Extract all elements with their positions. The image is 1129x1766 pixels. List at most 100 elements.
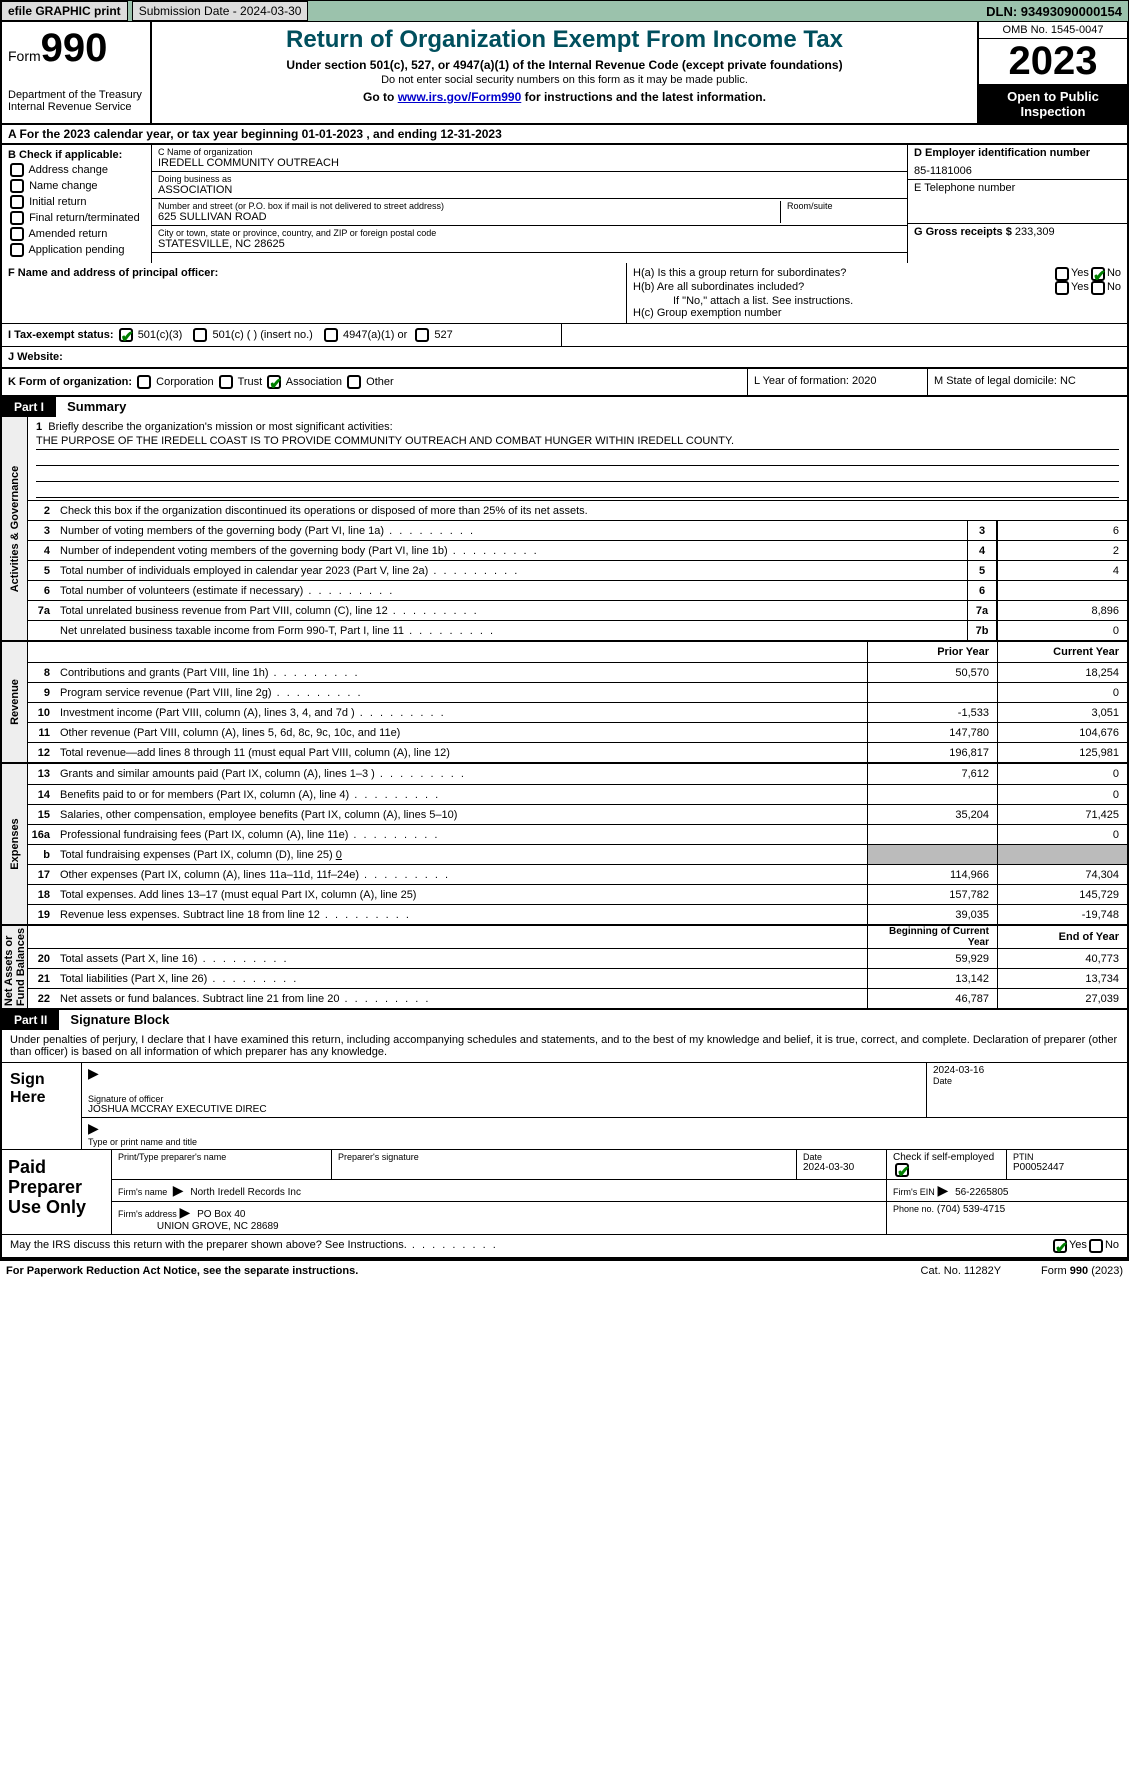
footer-left: For Paperwork Reduction Act Notice, see …: [6, 1265, 358, 1277]
chk-initial-return[interactable]: [10, 195, 24, 209]
chk-address-change[interactable]: [10, 163, 24, 177]
dept-treasury: Department of the Treasury: [8, 89, 144, 101]
year-formation: L Year of formation: 2020: [747, 369, 927, 395]
chk-ha-yes[interactable]: [1055, 267, 1069, 281]
chk-hb-yes[interactable]: [1055, 281, 1069, 295]
v16b: 0: [336, 849, 342, 861]
c16b-grey: [997, 845, 1127, 864]
mission-blank1: [36, 450, 1119, 466]
street-label: Number and street (or P.O. box if mail i…: [158, 201, 774, 211]
chk-name-change[interactable]: [10, 179, 24, 193]
box-f: F Name and address of principal officer:: [2, 263, 627, 323]
chk-corp[interactable]: [137, 375, 151, 389]
c19: -19,748: [997, 905, 1127, 924]
chk-527[interactable]: [415, 328, 429, 342]
p18: 157,782: [867, 885, 997, 904]
name-title-label: Type or print name and title: [88, 1137, 1121, 1147]
hdr-beg: Beginning of Current Year: [867, 926, 997, 948]
c8: 18,254: [997, 663, 1127, 682]
chk-4947[interactable]: [324, 328, 338, 342]
part1-header: Part I: [2, 397, 56, 417]
officer-name: JOSHUA MCCRAY EXECUTIVE DIREC: [88, 1104, 920, 1115]
vtab-governance: Activities & Governance: [2, 417, 28, 640]
val-7b: 0: [997, 621, 1127, 640]
vtab-expenses: Expenses: [2, 764, 28, 924]
part2-header: Part II: [2, 1010, 59, 1030]
efile-button[interactable]: efile GRAPHIC print: [1, 1, 128, 21]
ein-label: D Employer identification number: [914, 147, 1121, 159]
e21: 13,734: [997, 969, 1127, 988]
vtab-revenue: Revenue: [2, 642, 28, 762]
p17: 114,966: [867, 865, 997, 884]
e20: 40,773: [997, 949, 1127, 968]
section-fgh: F Name and address of principal officer:…: [0, 263, 1129, 324]
chk-discuss-no[interactable]: [1089, 1239, 1103, 1253]
chk-final-return[interactable]: [10, 211, 24, 225]
part1-title: Summary: [59, 396, 134, 417]
p10: -1,533: [867, 703, 997, 722]
vtab-net-assets: Net Assets orFund Balances: [2, 926, 28, 1008]
sig-officer-label: Signature of officer: [88, 1094, 920, 1104]
form-prefix: Form: [8, 48, 41, 64]
p19: 39,035: [867, 905, 997, 924]
form-subtitle: Under section 501(c), 527, or 4947(a)(1)…: [162, 58, 967, 72]
c12: 125,981: [997, 743, 1127, 762]
row-klm: K Form of organization: Corporation Trus…: [0, 368, 1129, 397]
dba-label: Doing business as: [158, 174, 901, 184]
footer-mid: Cat. No. 11282Y: [921, 1265, 1002, 1277]
mission-blank2: [36, 466, 1119, 482]
p14: [867, 785, 997, 804]
p9: [867, 683, 997, 702]
top-bar: efile GRAPHIC print Submission Date - 20…: [0, 0, 1129, 22]
chk-ha-no[interactable]: [1091, 267, 1105, 281]
e22: 27,039: [997, 989, 1127, 1008]
p8: 50,570: [867, 663, 997, 682]
chk-self-employed[interactable]: [895, 1163, 909, 1177]
box-de: D Employer identification number 85-1181…: [907, 145, 1127, 263]
summary-governance: Activities & Governance 1 Briefly descri…: [0, 417, 1129, 642]
c15: 71,425: [997, 805, 1127, 824]
signature-block: Under penalties of perjury, I declare th…: [0, 1030, 1129, 1259]
irs-link[interactable]: www.irs.gov/Form990: [398, 90, 522, 104]
c11: 104,676: [997, 723, 1127, 742]
p16b-grey: [867, 845, 997, 864]
b21: 13,142: [867, 969, 997, 988]
summary-revenue: Revenue Prior YearCurrent Year 8Contribu…: [0, 642, 1129, 764]
phone-label: E Telephone number: [914, 182, 1121, 194]
irs-label: Internal Revenue Service: [8, 101, 144, 113]
chk-trust[interactable]: [219, 375, 233, 389]
discuss-label: May the IRS discuss this return with the…: [10, 1239, 1051, 1253]
ha-label: H(a) Is this a group return for subordin…: [633, 267, 1053, 281]
street-value: 625 SULLIVAN ROAD: [158, 211, 774, 223]
row-j: J Website:: [0, 347, 1129, 368]
chk-assoc[interactable]: [267, 375, 281, 389]
gross-receipts-label: G Gross receipts $: [914, 226, 1012, 238]
org-name-label: C Name of organization: [158, 147, 901, 157]
sig-date: 2024-03-16: [933, 1065, 1121, 1076]
chk-hb-no[interactable]: [1091, 281, 1105, 295]
room-label: Room/suite: [787, 201, 901, 211]
val-6: [997, 581, 1127, 600]
val-4: 2: [997, 541, 1127, 560]
c14: 0: [997, 785, 1127, 804]
header-left: Form990 Department of the Treasury Inter…: [2, 22, 152, 123]
chk-amended[interactable]: [10, 227, 24, 241]
chk-other-org[interactable]: [347, 375, 361, 389]
chk-discuss-yes[interactable]: [1053, 1239, 1067, 1253]
hdr-prior: Prior Year: [867, 642, 997, 662]
chk-501c[interactable]: [193, 328, 207, 342]
section-bcde: B Check if applicable: Address change Na…: [0, 145, 1129, 263]
tax-year: 2023: [979, 39, 1127, 85]
paid-preparer-label: Paid Preparer Use Only: [2, 1150, 112, 1234]
chk-501c3[interactable]: [119, 328, 133, 342]
c9: 0: [997, 683, 1127, 702]
hc-label: H(c) Group exemption number: [633, 307, 1121, 319]
p12: 196,817: [867, 743, 997, 762]
box-c: C Name of organization IREDELL COMMUNITY…: [152, 145, 907, 263]
officer-label: F Name and address of principal officer:: [8, 267, 620, 279]
c13: 0: [997, 764, 1127, 784]
p11: 147,780: [867, 723, 997, 742]
b22: 46,787: [867, 989, 997, 1008]
header-mid: Return of Organization Exempt From Incom…: [152, 22, 977, 123]
chk-app-pending[interactable]: [10, 243, 24, 257]
